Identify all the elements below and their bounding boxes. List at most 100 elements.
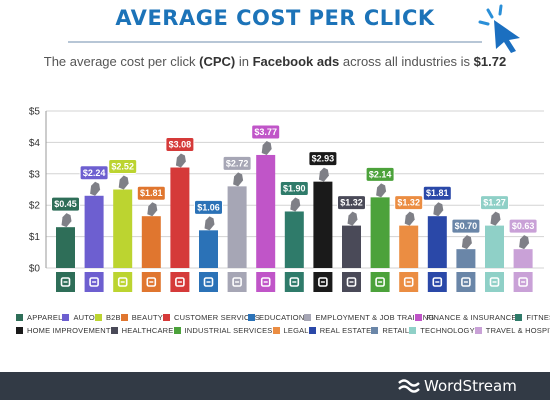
hand-shape xyxy=(404,211,415,226)
legend-item: FINANCE & INSURANCE xyxy=(415,313,516,322)
value-label: $1.32 xyxy=(397,198,420,208)
bar-healthcare xyxy=(342,225,361,268)
footer-bar xyxy=(0,372,550,400)
legend-label: APPAREL xyxy=(27,313,63,322)
legend-swatch xyxy=(62,314,70,321)
book-icon xyxy=(203,277,214,287)
money-bag-icon xyxy=(260,277,271,287)
legend-swatch xyxy=(371,327,379,334)
hand-shape xyxy=(175,153,186,168)
legend-label: B2B xyxy=(105,313,121,322)
bar-auto xyxy=(84,195,104,268)
legend-label: TECHNOLOGY xyxy=(420,326,475,335)
legend-item: TECHNOLOGY xyxy=(409,326,475,335)
value-label-box xyxy=(480,195,509,211)
value-label-box xyxy=(108,159,138,174)
legend-item: APPAREL xyxy=(16,313,62,322)
bar-chart: $0 $1 $2 $3 $4 $5 $0.45 $2.24 $2.52 $1.81 $3.08 $1.… xyxy=(29,107,544,292)
pinch-hand-icon xyxy=(90,181,101,196)
legend-label: LEGAL xyxy=(283,326,309,335)
icon-glyph xyxy=(89,277,99,287)
legend-swatch xyxy=(16,327,23,334)
y-tick-label: $3 xyxy=(29,169,41,180)
icon-glyph xyxy=(318,277,328,287)
legend-row: APPAREL AUTO B2B BEAUTY CUSTOMER SERVICES EDU… xyxy=(16,313,550,322)
house-icon xyxy=(432,277,443,287)
handshake-icon xyxy=(117,277,128,287)
bar-beauty xyxy=(141,216,161,268)
hand-shape xyxy=(233,172,244,187)
subtitle-average-value: $1.72 xyxy=(473,54,507,69)
legend-label: REAL ESTATE xyxy=(319,326,372,335)
legend-label: AUTO xyxy=(73,313,95,322)
legend-row: HOME IMPROVEMENT HEALTHCARE INDUSTRIAL SER… xyxy=(16,326,550,335)
pinch-hand-icon xyxy=(175,153,186,168)
hand-shape xyxy=(347,211,358,226)
legend-label: RETAIL xyxy=(382,326,410,335)
legend-swatch xyxy=(16,314,23,321)
bar-industrial-services xyxy=(370,197,390,268)
pinch-hand-icon xyxy=(61,213,72,228)
bar-customer-services xyxy=(170,167,190,268)
legend-label: EDUCATION xyxy=(259,313,305,322)
gavel-icon xyxy=(403,277,414,287)
hand-shape xyxy=(261,140,272,155)
subtitle-text-2: in xyxy=(235,54,253,69)
legend-swatch xyxy=(515,314,523,321)
value-label: $0.45 xyxy=(54,199,77,209)
pinch-hand-icon xyxy=(318,167,329,182)
legend-item: AUTO xyxy=(62,313,95,322)
value-label-box xyxy=(251,124,281,140)
legend-swatch xyxy=(409,327,417,334)
value-label-box xyxy=(279,180,309,196)
bar-b-b xyxy=(113,189,133,268)
icon-glyph xyxy=(489,277,500,287)
bar-home-improvement xyxy=(313,181,333,268)
legend-label: BEAUTY xyxy=(131,313,163,322)
briefcase-icon xyxy=(232,277,242,287)
y-tick-label: $1 xyxy=(29,232,41,243)
hand-shape xyxy=(376,183,387,198)
value-label: $1.32 xyxy=(340,198,363,208)
mirror-icon xyxy=(146,277,157,287)
value-label: $2.93 xyxy=(312,154,335,164)
car-icon xyxy=(89,277,99,287)
pinch-hand-icon xyxy=(376,183,387,198)
value-label: $2.14 xyxy=(369,169,392,179)
pinch-hand-icon xyxy=(204,216,215,231)
bar-fitness xyxy=(284,211,304,268)
value-label: $2.52 xyxy=(111,162,134,172)
brand-name: WordStream xyxy=(424,377,517,395)
bar-legal xyxy=(399,225,419,268)
pinch-hand-icon xyxy=(233,172,244,187)
legend-item: EDUCATION xyxy=(248,313,304,322)
pinch-hand-icon xyxy=(347,211,358,226)
legend-label: HOME IMPROVEMENT xyxy=(27,326,111,335)
value-label: $1.81 xyxy=(426,188,449,198)
legend-label: HEALTHCARE xyxy=(121,326,174,335)
pinch-hand-icon xyxy=(147,202,158,217)
hand-shape xyxy=(204,216,215,231)
legend-item: RETAIL xyxy=(371,326,409,335)
hand-shape xyxy=(318,167,329,182)
map-person-icon xyxy=(518,277,528,287)
subtitle-text-1: The average cost per click xyxy=(43,54,200,69)
tools-icon xyxy=(318,277,328,287)
pinch-hand-icon xyxy=(290,197,301,212)
icon-glyph xyxy=(260,277,271,287)
legend-item: FITNESS xyxy=(515,313,550,322)
chart-legend: APPAREL AUTO B2B BEAUTY CUSTOMER SERVICES EDU… xyxy=(16,313,550,339)
y-tick-label: $2 xyxy=(29,201,41,212)
legend-item: TRAVEL & HOSPITALITY xyxy=(474,326,550,335)
legend-swatch xyxy=(94,314,102,321)
icon-glyph xyxy=(403,277,414,287)
value-label-box xyxy=(508,218,538,234)
pinch-hand-icon xyxy=(118,175,129,190)
bar-technology xyxy=(485,225,504,268)
first-aid-icon xyxy=(346,277,357,287)
value-label: $2.24 xyxy=(83,168,106,178)
value-label-box xyxy=(365,166,395,182)
hand-shape xyxy=(433,202,444,217)
icon-glyph xyxy=(346,277,357,287)
bar-retail xyxy=(456,249,476,268)
